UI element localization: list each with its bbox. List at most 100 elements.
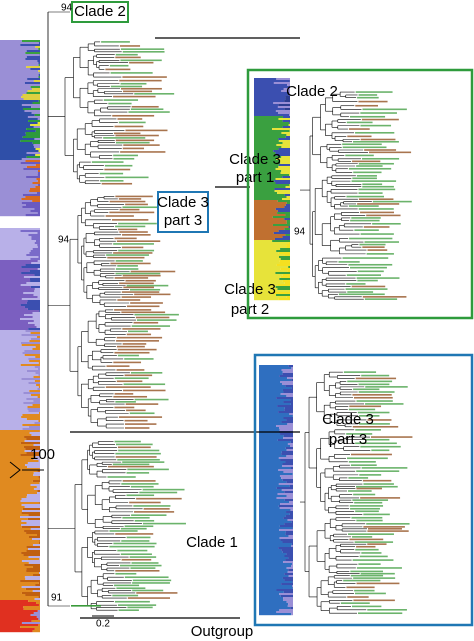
structure-bar: [0, 554, 24, 557]
structure-bar: [279, 525, 293, 528]
leaf-label: [348, 167, 392, 170]
structure-bar: [259, 515, 286, 518]
structure-bar: [278, 411, 293, 414]
structure-bar: [280, 268, 290, 271]
leaf-label: [100, 180, 124, 182]
leaf-label: [355, 104, 378, 107]
structure-bar: [37, 172, 40, 175]
structure-bar: [291, 387, 293, 390]
structure-bar: [254, 176, 283, 179]
structure-bar: [0, 166, 27, 169]
structure-bar: [0, 124, 31, 127]
structure-bar: [259, 419, 287, 422]
structure-bar: [0, 190, 30, 193]
structure-bar: [281, 156, 290, 159]
structure-bar: [276, 144, 290, 147]
structure-bar: [0, 86, 31, 89]
inset-clade-3-box: [253, 353, 474, 627]
leaf-label: [351, 516, 383, 519]
leaf-label: [116, 240, 161, 242]
structure-bar: [259, 453, 282, 456]
structure-bar: [0, 516, 21, 519]
leaf-label: [355, 442, 397, 445]
structure-bar: [282, 577, 293, 580]
leaf-label: [125, 129, 168, 132]
structure-bar: [32, 590, 40, 593]
structure-bar: [0, 296, 38, 299]
structure-bar: [22, 94, 40, 97]
structure-bar: [259, 375, 280, 378]
structure-bar: [279, 507, 293, 510]
leaf-label: [358, 94, 378, 96]
leaf-label: [114, 440, 141, 443]
leaf-label: [349, 538, 384, 541]
structure-bar: [254, 160, 280, 163]
structure-bar: [0, 168, 24, 171]
structure-bar: [24, 350, 40, 353]
structure-bar: [254, 244, 287, 247]
structure-bar: [0, 598, 35, 601]
structure-bar: [33, 474, 40, 477]
structure-bar: [254, 262, 280, 265]
structure-bar: [282, 120, 290, 123]
structure-bar: [254, 120, 283, 123]
leaf-label: [112, 594, 139, 597]
structure-bar: [259, 473, 293, 476]
structure-bar: [24, 110, 40, 113]
leaf-label: [353, 577, 396, 579]
structure-bar: [292, 581, 293, 584]
leaf-label: [103, 137, 146, 139]
structure-bar: [259, 443, 288, 446]
structure-bar: [38, 596, 40, 599]
structure-bar: [0, 98, 24, 101]
structure-bar: [281, 451, 293, 454]
structure-bar: [259, 477, 282, 480]
structure-bar: [38, 460, 40, 463]
structure-bar: [24, 436, 40, 439]
leaf-label: [130, 108, 164, 111]
structure-bar: [284, 491, 293, 494]
structure-bar: [24, 450, 40, 453]
structure-bar: [0, 358, 29, 361]
structure-bar: [254, 134, 287, 137]
structure-bar: [259, 469, 279, 472]
structure-bar: [254, 174, 290, 177]
structure-bar: [259, 539, 281, 542]
leaf-label: [358, 188, 396, 191]
structure-bar: [39, 478, 40, 481]
structure-bar: [35, 164, 40, 167]
leaf-label: [113, 395, 148, 398]
structure-bar: [283, 88, 290, 91]
structure-bar: [254, 280, 283, 283]
structure-bar: [37, 396, 40, 399]
structure-bar: [275, 152, 290, 155]
leaf-label: [361, 157, 400, 160]
structure-bar: [32, 348, 40, 351]
support-value: 94: [58, 235, 70, 246]
leaf-label: [363, 513, 390, 516]
structure-bar: [25, 588, 40, 591]
structure-bar: [0, 286, 31, 289]
structure-bar: [0, 298, 22, 301]
structure-bar: [0, 288, 35, 291]
structure-bar: [254, 180, 275, 183]
structure-bar: [259, 495, 287, 498]
structure-bar: [0, 250, 31, 253]
structure-bar: [0, 92, 27, 95]
structure-bar: [0, 242, 35, 245]
structure-bar: [30, 528, 40, 531]
structure-bar: [281, 132, 290, 135]
leaf-label: [360, 112, 397, 114]
structure-bar: [0, 430, 40, 433]
structure-bar: [0, 492, 38, 495]
structure-bar: [259, 509, 291, 512]
structure-bar: [0, 110, 25, 113]
structure-bar: [290, 441, 293, 444]
leaf-label: [118, 222, 157, 225]
structure-bar: [0, 500, 21, 503]
structure-bar: [0, 464, 26, 467]
structure-bar: [26, 398, 40, 401]
structure-bar: [285, 136, 290, 139]
structure-bar: [22, 206, 40, 209]
structure-bar: [25, 204, 40, 207]
